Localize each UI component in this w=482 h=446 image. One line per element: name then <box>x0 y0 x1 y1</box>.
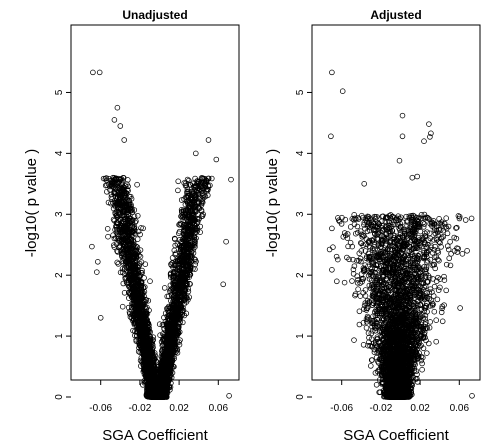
x-axis-unadjusted: -0.06 -0.02 0.02 0.06 <box>89 380 228 414</box>
points-unadjusted <box>89 69 234 400</box>
data-point <box>161 285 168 291</box>
data-point <box>134 181 140 188</box>
data-point <box>147 278 153 284</box>
data-point <box>209 175 215 182</box>
data-point <box>104 226 111 232</box>
data-point <box>134 236 141 242</box>
data-point <box>184 176 191 183</box>
plot-frame-unadjusted <box>70 24 240 381</box>
data-point <box>121 290 128 296</box>
data-point <box>104 189 110 195</box>
data-point <box>202 184 208 191</box>
x-tick-label: 0.06 <box>209 403 229 414</box>
y-tick-label: 1 <box>54 333 65 339</box>
data-point <box>175 187 181 194</box>
data-point <box>108 194 115 200</box>
data-point <box>102 176 109 182</box>
y-tick-label: 0 <box>54 394 65 400</box>
x-tick-label: -0.06 <box>89 403 112 414</box>
y-tick-label: 5 <box>54 89 65 95</box>
y-tick-label: 3 <box>54 211 65 217</box>
data-point <box>197 223 203 230</box>
data-point <box>192 261 199 268</box>
panel-title-unadjusted: Unadjusted <box>122 8 187 22</box>
data-point <box>115 261 122 267</box>
x-tick-label: 0.02 <box>169 403 189 414</box>
data-point <box>164 293 170 300</box>
x-tick-label: -0.02 <box>129 403 152 414</box>
data-point <box>105 233 111 240</box>
data-point <box>114 259 120 266</box>
y-tick-label: 4 <box>54 150 65 156</box>
data-point <box>175 178 181 185</box>
data-point <box>142 261 149 267</box>
data-point <box>100 175 107 182</box>
data-point <box>167 274 174 280</box>
y-axis-unadjusted: 0 1 2 3 4 5 <box>54 89 71 400</box>
data-point <box>135 213 141 219</box>
y-tick-label: 2 <box>54 272 65 278</box>
data-point <box>119 303 126 310</box>
